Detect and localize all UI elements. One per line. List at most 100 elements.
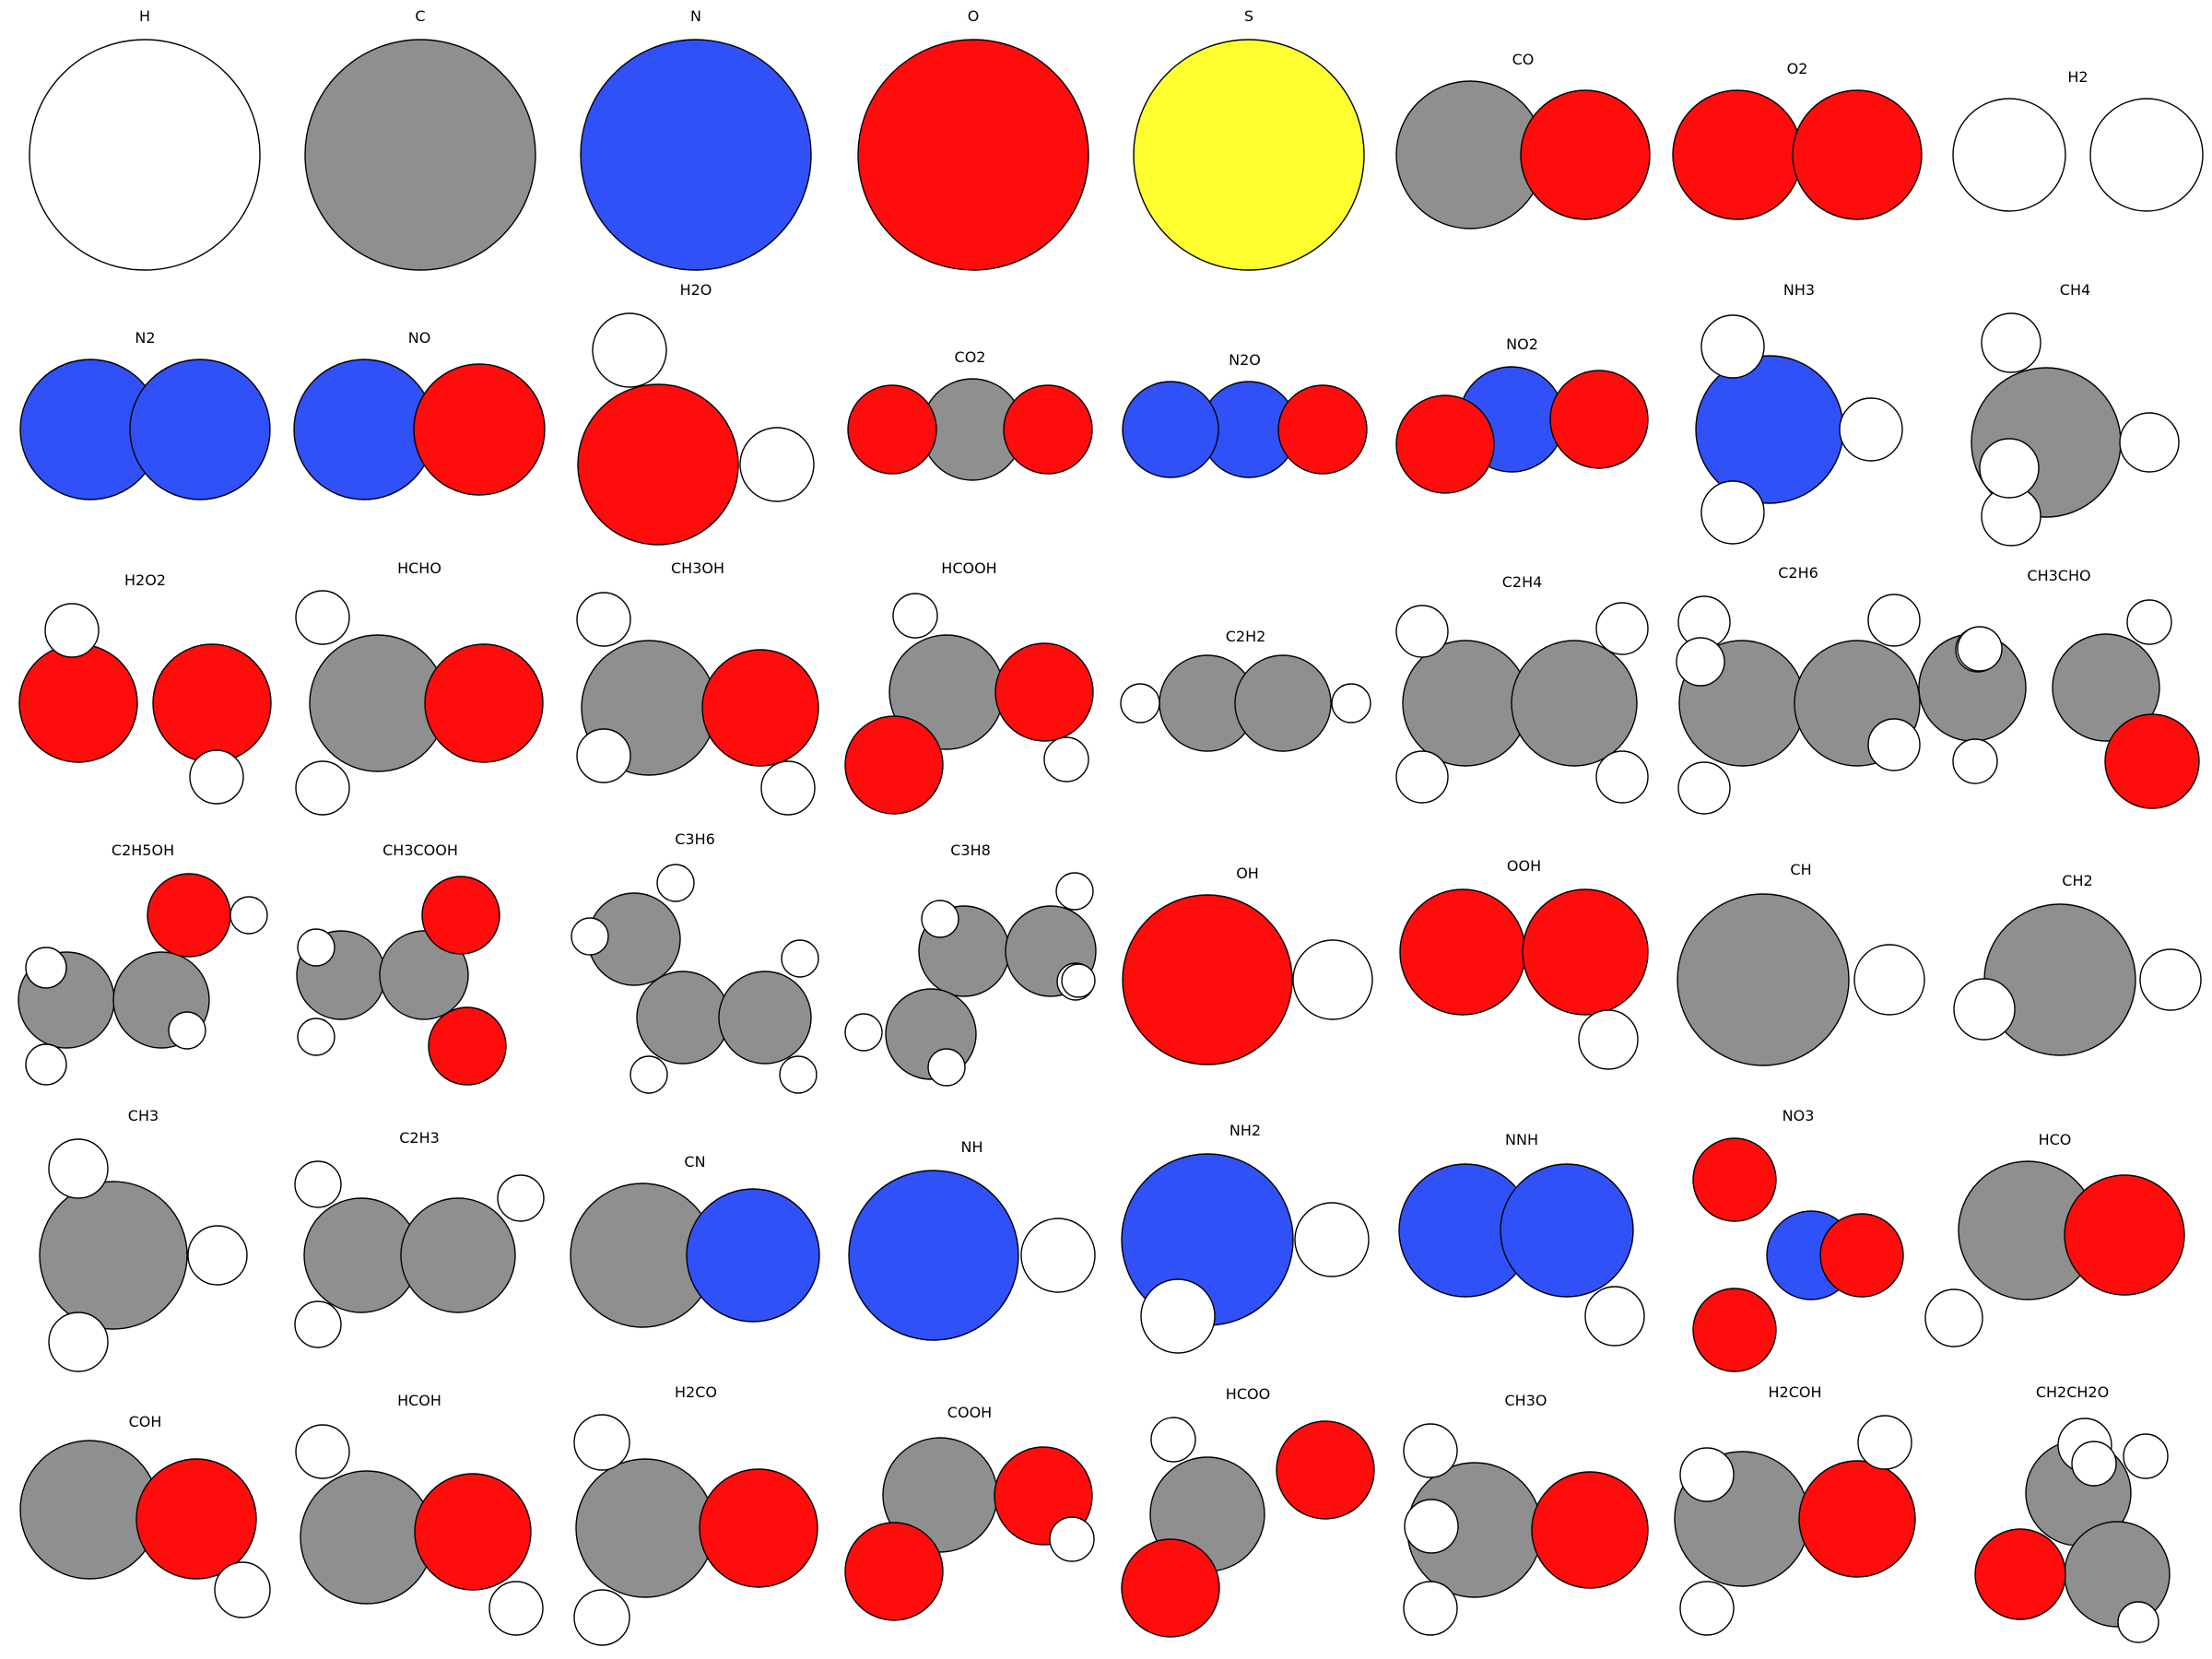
- molecule-label: HCOOH: [941, 559, 996, 577]
- atom-h: [1867, 718, 1921, 771]
- atom-h: [1953, 978, 2016, 1041]
- atom-h: [48, 1138, 109, 1199]
- atom-h: [294, 1300, 342, 1348]
- molecule-n2o: N2O: [1122, 351, 1368, 478]
- molecule-ch2: CH2: [1953, 872, 2202, 1056]
- atom-o: [1819, 1213, 1904, 1298]
- molecule-nnh: NNH: [1398, 1131, 1645, 1347]
- molecule-label: CH: [1790, 861, 1811, 878]
- atom-h: [571, 917, 609, 956]
- atom-h: [573, 1414, 630, 1471]
- molecule-label: H2O2: [124, 571, 166, 589]
- atom-h: [1952, 738, 1998, 784]
- atom-o: [1798, 1460, 1916, 1578]
- atom-o: [135, 1458, 257, 1580]
- molecule-label: NNH: [1505, 1131, 1538, 1148]
- atom-o: [844, 715, 944, 815]
- molecule-label: O2: [1787, 60, 1808, 77]
- atom-h: [1403, 1423, 1458, 1478]
- molecule-label: C2H6: [1778, 564, 1818, 582]
- molecule-cooh: COOH: [844, 1404, 1095, 1621]
- atom-h: [1595, 602, 1649, 655]
- atom-h: [2119, 412, 2180, 473]
- molecule-label: COH: [129, 1413, 162, 1430]
- molecule-s: S: [1133, 7, 1365, 271]
- atom-h: [629, 1055, 668, 1094]
- atom-o: [1531, 1471, 1649, 1589]
- molecule-no2: NO2: [1395, 335, 1649, 494]
- atom-o: [994, 642, 1094, 742]
- molecule-nh2: NH2: [1121, 1122, 1370, 1354]
- molecule-co: CO: [1395, 51, 1651, 229]
- atom-h: [1294, 1202, 1370, 1277]
- atom-c: [2052, 633, 2160, 742]
- atom-o: [421, 876, 500, 955]
- atom-h: [1140, 1278, 1216, 1354]
- atom-c: [39, 1181, 188, 1330]
- molecule-label: C2H2: [1226, 628, 1266, 645]
- molecule-label: CH3: [128, 1107, 159, 1124]
- atom-h: [1061, 963, 1096, 998]
- atom-h: [1677, 761, 1731, 815]
- atom-h: [1150, 1417, 1196, 1463]
- atom-h: [576, 592, 631, 647]
- atom-c: [379, 930, 469, 1020]
- molecule-c2h2: C2H2: [1120, 628, 1371, 752]
- atom-c: [1983, 903, 2136, 1056]
- atom-n: [580, 39, 812, 271]
- atom-h: [781, 939, 819, 978]
- molecule-n2: N2: [19, 329, 271, 500]
- atom-h: [2139, 948, 2202, 1011]
- atom-h: [656, 864, 695, 902]
- molecule-label: NH: [961, 1138, 983, 1156]
- atom-h: [1679, 1581, 1735, 1636]
- atom-c: [575, 1458, 715, 1598]
- atom-h: [214, 1561, 271, 1618]
- atom-n: [293, 359, 435, 500]
- atom-o: [413, 363, 546, 496]
- atom-c: [636, 971, 730, 1065]
- molecule-hcoo: HCOO: [1121, 1385, 1375, 1638]
- atom-h: [1292, 939, 1373, 1020]
- molecule-no3: NO3: [1692, 1107, 1904, 1372]
- molecule-label: CH3O: [1505, 1392, 1547, 1409]
- molecule-label: CH3COOH: [382, 841, 458, 859]
- atom-h: [1578, 1009, 1639, 1070]
- atom-h: [44, 603, 100, 658]
- atom-o: [577, 383, 739, 546]
- molecule-label: HCO: [2039, 1131, 2072, 1148]
- molecule-c3h6: C3H6: [571, 830, 819, 1094]
- molecule-ch: CH: [1677, 861, 1925, 1066]
- atom-h: [760, 760, 816, 816]
- molecule-h: H: [29, 7, 261, 271]
- molecule-ch4: CH4: [1971, 281, 2180, 547]
- molecule-label: CH3OH: [671, 559, 724, 577]
- molecule-h2coh: H2COH: [1674, 1383, 1916, 1636]
- atom-h: [1595, 750, 1649, 804]
- molecule-label: N: [690, 7, 701, 25]
- molecule-hcooh: HCOOH: [844, 559, 1094, 815]
- atom-h: [295, 760, 350, 816]
- atom-h: [1020, 1218, 1096, 1293]
- molecule-label: CO2: [955, 348, 986, 366]
- atom-o: [424, 643, 544, 763]
- atom-o: [152, 643, 272, 763]
- atom-h: [29, 39, 261, 271]
- molecule-label: HCOO: [1226, 1385, 1270, 1403]
- atom-h: [1055, 872, 1094, 911]
- molecule-no: NO: [293, 329, 546, 500]
- atom-h: [1043, 736, 1089, 782]
- atom-h: [229, 896, 268, 935]
- molecule-ch3: CH3: [39, 1107, 248, 1372]
- atom-o: [1399, 888, 1526, 1016]
- molecule-label: C2H5OH: [112, 841, 174, 859]
- atom-h: [1924, 1288, 1983, 1347]
- atom-o: [1672, 89, 1803, 220]
- atom-h: [1981, 312, 2041, 373]
- molecule-hcho: HCHO: [295, 559, 544, 816]
- molecule-label: NO: [408, 329, 431, 347]
- molecule-c2h4: C2H4: [1395, 573, 1649, 804]
- atom-o: [1692, 1288, 1777, 1372]
- molecule-label: H2COH: [1768, 1383, 1821, 1401]
